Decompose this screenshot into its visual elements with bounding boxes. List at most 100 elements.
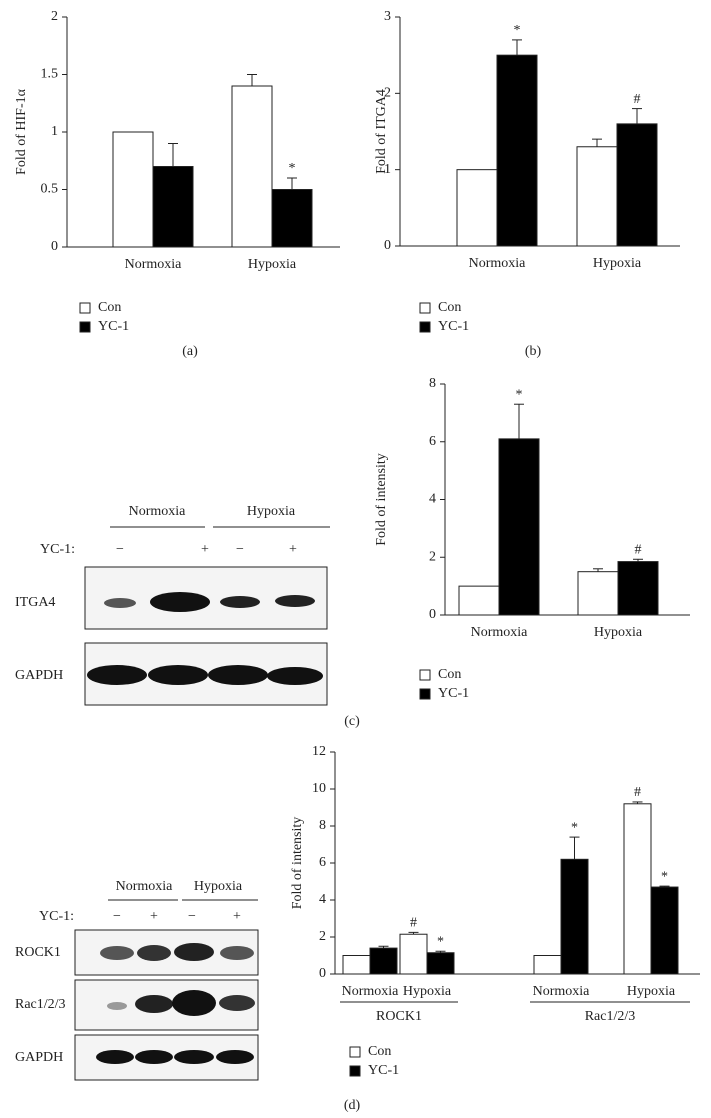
band — [100, 946, 134, 960]
treatment-label: YC-1: — [40, 542, 75, 557]
legend-marker — [419, 669, 431, 681]
x-tick-label: Hypoxia — [627, 984, 676, 999]
legend-label: YC-1 — [438, 686, 469, 701]
annotation: * — [571, 820, 578, 835]
legend-label: Con — [438, 300, 461, 315]
blot-group: Hypoxia — [194, 879, 243, 894]
bar — [426, 952, 455, 975]
blot-d: Normoxia Hypoxia YC-1: − + − + ROCK1 Rac… — [15, 879, 259, 1081]
bar — [533, 955, 562, 975]
y-tick-label: 2 — [384, 86, 391, 101]
bar — [496, 54, 538, 247]
y-axis-label: Fold of intensity — [290, 817, 305, 910]
legend-label: YC-1 — [438, 319, 469, 334]
band — [208, 665, 268, 685]
bar — [623, 803, 652, 975]
row-label: GAPDH — [15, 1050, 63, 1065]
sign: + — [201, 542, 209, 557]
annotation: * — [516, 387, 523, 402]
annotation: * — [514, 23, 521, 38]
y-tick-label: 12 — [312, 744, 326, 759]
row-label: ITGA4 — [15, 595, 55, 610]
y-tick-label: 2 — [51, 9, 58, 24]
row-label: GAPDH — [15, 668, 63, 683]
y-tick-label: 8 — [319, 818, 326, 833]
sign: + — [150, 909, 158, 924]
band — [104, 598, 136, 608]
y-tick-label: 2 — [429, 549, 436, 564]
y-tick-label: 4 — [429, 492, 436, 507]
band — [135, 995, 173, 1013]
bar — [650, 886, 679, 975]
annotation: * — [661, 869, 668, 884]
bar — [577, 571, 619, 616]
sign: + — [289, 542, 297, 557]
band — [135, 1050, 173, 1064]
bar — [112, 131, 154, 248]
band — [172, 990, 216, 1016]
x-tick-label: Normoxia — [533, 984, 591, 999]
band — [107, 1002, 127, 1010]
band — [275, 595, 315, 607]
y-tick-label: 2 — [319, 929, 326, 944]
y-tick-label: 1.5 — [41, 67, 59, 82]
band — [87, 665, 147, 685]
panel-label: (d) — [344, 1098, 361, 1113]
band — [216, 1050, 254, 1064]
bar — [576, 146, 618, 247]
legend-label: Con — [368, 1044, 391, 1059]
y-tick-label: 0 — [384, 238, 391, 253]
y-tick-label: 6 — [319, 855, 326, 870]
legend-label: Con — [98, 300, 121, 315]
annotation: # — [634, 785, 641, 800]
panel-label: (a) — [182, 344, 198, 359]
annotation: * — [437, 934, 444, 949]
panel-label: (c) — [344, 714, 360, 729]
y-tick-label: 4 — [319, 892, 326, 907]
row-label: Rac1/2/3 — [15, 997, 66, 1012]
y-tick-label: 0.5 — [41, 182, 59, 197]
y-axis-label: Fold of ITGA4 — [374, 89, 389, 174]
bar — [271, 189, 313, 248]
bar — [369, 947, 398, 975]
x-tick-label: Hypoxia — [593, 256, 642, 271]
blot-c: Normoxia Hypoxia YC-1: − + − + ITGA4 GAP… — [15, 504, 330, 706]
band — [220, 596, 260, 608]
sign: − — [236, 542, 244, 557]
blot-group: Hypoxia — [247, 504, 296, 519]
legend-marker — [419, 302, 431, 314]
band — [220, 946, 254, 960]
y-tick-label: 3 — [384, 9, 391, 24]
x-tick-label: Normoxia — [342, 984, 400, 999]
band — [174, 1050, 214, 1064]
legend-marker — [79, 321, 91, 333]
treatment-label: YC-1: — [39, 909, 74, 924]
y-tick-label: 0 — [429, 607, 436, 622]
x-tick-label: Hypoxia — [403, 984, 452, 999]
bar — [342, 955, 371, 975]
legend-label: YC-1 — [368, 1063, 399, 1078]
blot-group: Normoxia — [116, 879, 174, 894]
panel-label: (b) — [525, 344, 542, 359]
annotation: # — [634, 92, 641, 107]
bar — [560, 858, 589, 975]
legend-marker — [419, 688, 431, 700]
bar — [458, 585, 500, 616]
band — [150, 592, 210, 612]
x-tick-label: Hypoxia — [248, 257, 297, 272]
bar — [456, 169, 498, 247]
y-tick-label: 10 — [312, 781, 326, 796]
x-tick-label: Normoxia — [469, 256, 527, 271]
sign: − — [116, 542, 124, 557]
x-tick-label: Hypoxia — [594, 625, 643, 640]
y-tick-label: 6 — [429, 434, 436, 449]
group-label: ROCK1 — [376, 1009, 422, 1024]
band — [148, 665, 208, 685]
y-tick-label: 0 — [319, 966, 326, 981]
sign: − — [188, 909, 196, 924]
bar — [231, 85, 273, 248]
group-label: Rac1/2/3 — [585, 1009, 636, 1024]
annotation: # — [635, 542, 642, 557]
legend-label: Con — [438, 667, 461, 682]
x-tick-label: Normoxia — [471, 625, 529, 640]
